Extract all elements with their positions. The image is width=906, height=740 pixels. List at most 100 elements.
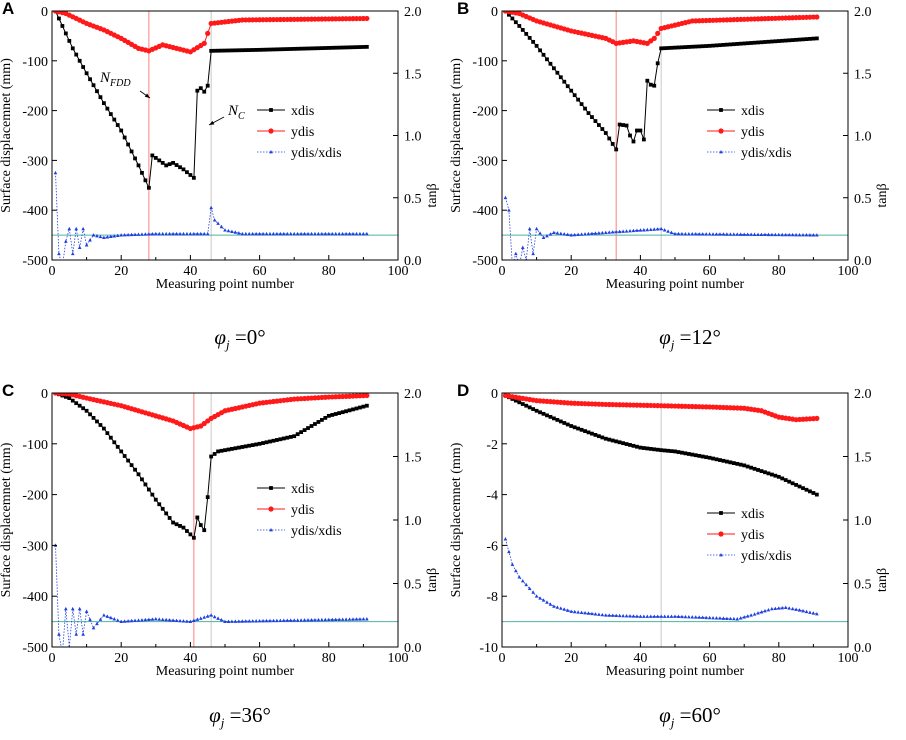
data-point bbox=[649, 386, 653, 389]
data-point bbox=[773, 473, 778, 478]
data-point bbox=[84, 243, 89, 247]
data-point bbox=[648, 446, 653, 451]
data-point bbox=[254, 442, 259, 447]
data-point bbox=[309, 46, 314, 51]
data-point bbox=[330, 231, 335, 236]
data-point bbox=[745, 232, 750, 236]
data-point bbox=[648, 614, 653, 618]
data-point bbox=[638, 614, 643, 618]
data-point bbox=[219, 618, 224, 622]
data-point bbox=[694, 386, 698, 389]
data-point bbox=[140, 618, 144, 622]
y-axis-label: Surface displacemnet (mm) bbox=[449, 58, 464, 213]
data-point bbox=[133, 156, 137, 161]
data-point bbox=[81, 632, 85, 636]
data-point bbox=[212, 614, 217, 619]
data-point bbox=[109, 615, 113, 620]
data-point bbox=[160, 160, 165, 165]
data-point bbox=[673, 614, 677, 618]
data-point bbox=[797, 232, 802, 237]
data-point bbox=[556, 384, 560, 387]
data-point bbox=[745, 614, 750, 618]
data-point bbox=[749, 385, 753, 388]
data-point bbox=[783, 605, 788, 610]
data-point bbox=[147, 232, 151, 236]
data-point bbox=[601, 386, 605, 389]
data-point bbox=[538, 231, 542, 235]
data-point bbox=[295, 46, 300, 51]
data-point bbox=[316, 46, 321, 51]
chart-panel-d: D 0 20 40 60 80 100 0 -2 -4 -6 -8 -10 0.0 0.5 1.0 1.5 2.0… bbox=[449, 381, 890, 679]
data-point bbox=[344, 409, 348, 414]
data-point bbox=[579, 102, 584, 107]
data-point bbox=[292, 618, 296, 622]
data-point bbox=[70, 46, 75, 51]
data-point bbox=[95, 89, 99, 94]
data-point bbox=[593, 433, 598, 437]
y2-tick-label: 0.5 bbox=[854, 578, 872, 593]
data-point bbox=[669, 230, 674, 235]
data-point bbox=[326, 413, 331, 418]
y-tick-label: 0 bbox=[491, 5, 498, 20]
legend-marker bbox=[268, 128, 274, 134]
y-tick-label: -4 bbox=[486, 489, 498, 504]
data-point bbox=[621, 386, 625, 389]
y-tick-label: -200 bbox=[22, 105, 48, 120]
data-point bbox=[344, 45, 348, 50]
data-point bbox=[302, 618, 307, 622]
data-point bbox=[808, 36, 812, 41]
data-point bbox=[776, 474, 781, 479]
data-point bbox=[631, 228, 636, 233]
data-point bbox=[687, 615, 691, 619]
data-point bbox=[752, 612, 757, 616]
series-xdis bbox=[503, 393, 819, 497]
data-point bbox=[195, 515, 200, 520]
y2-axis-label: tanβ bbox=[425, 183, 440, 207]
data-point bbox=[798, 385, 802, 388]
data-point bbox=[160, 506, 165, 511]
data-point bbox=[673, 45, 677, 50]
data-point bbox=[683, 231, 688, 236]
x-tick-label: 100 bbox=[388, 651, 409, 666]
data-point bbox=[524, 403, 529, 408]
y2-tick-label: 0.0 bbox=[404, 254, 422, 269]
data-point bbox=[534, 594, 539, 598]
data-point bbox=[257, 441, 262, 446]
data-point bbox=[780, 476, 785, 481]
caption-b: φj =12° bbox=[659, 325, 721, 353]
series-ydis-xdis bbox=[53, 170, 369, 260]
data-point bbox=[91, 83, 96, 88]
data-point bbox=[271, 618, 276, 623]
data-point bbox=[247, 443, 252, 448]
data-point bbox=[673, 386, 677, 389]
data-point bbox=[119, 449, 124, 454]
panel-letter: D bbox=[457, 381, 469, 400]
data-point bbox=[721, 616, 726, 620]
data-point bbox=[316, 617, 321, 622]
data-point bbox=[63, 394, 68, 399]
data-point bbox=[261, 231, 265, 236]
data-point bbox=[102, 101, 106, 106]
data-point bbox=[275, 231, 279, 236]
data-point bbox=[178, 165, 182, 170]
data-point bbox=[531, 407, 536, 411]
data-point bbox=[192, 618, 196, 622]
data-point bbox=[766, 39, 771, 44]
data-point bbox=[150, 153, 155, 158]
data-point bbox=[808, 610, 812, 614]
data-point bbox=[621, 229, 625, 233]
data-point bbox=[583, 232, 587, 236]
data-point bbox=[759, 610, 764, 614]
data-point bbox=[783, 478, 788, 482]
data-point bbox=[309, 618, 314, 622]
data-point bbox=[774, 385, 778, 388]
data-point bbox=[600, 230, 605, 235]
data-point bbox=[707, 455, 712, 460]
data-point bbox=[597, 612, 601, 616]
data-point bbox=[659, 226, 663, 231]
chart-panel-b: B 0 20 40 60 80 100 0 -100 -200 -300 -400 -500 0.0 0.5… bbox=[449, 0, 890, 292]
data-point bbox=[735, 232, 740, 236]
data-point bbox=[136, 163, 141, 168]
legend-label: ydis bbox=[741, 528, 764, 543]
data-point bbox=[126, 458, 131, 463]
